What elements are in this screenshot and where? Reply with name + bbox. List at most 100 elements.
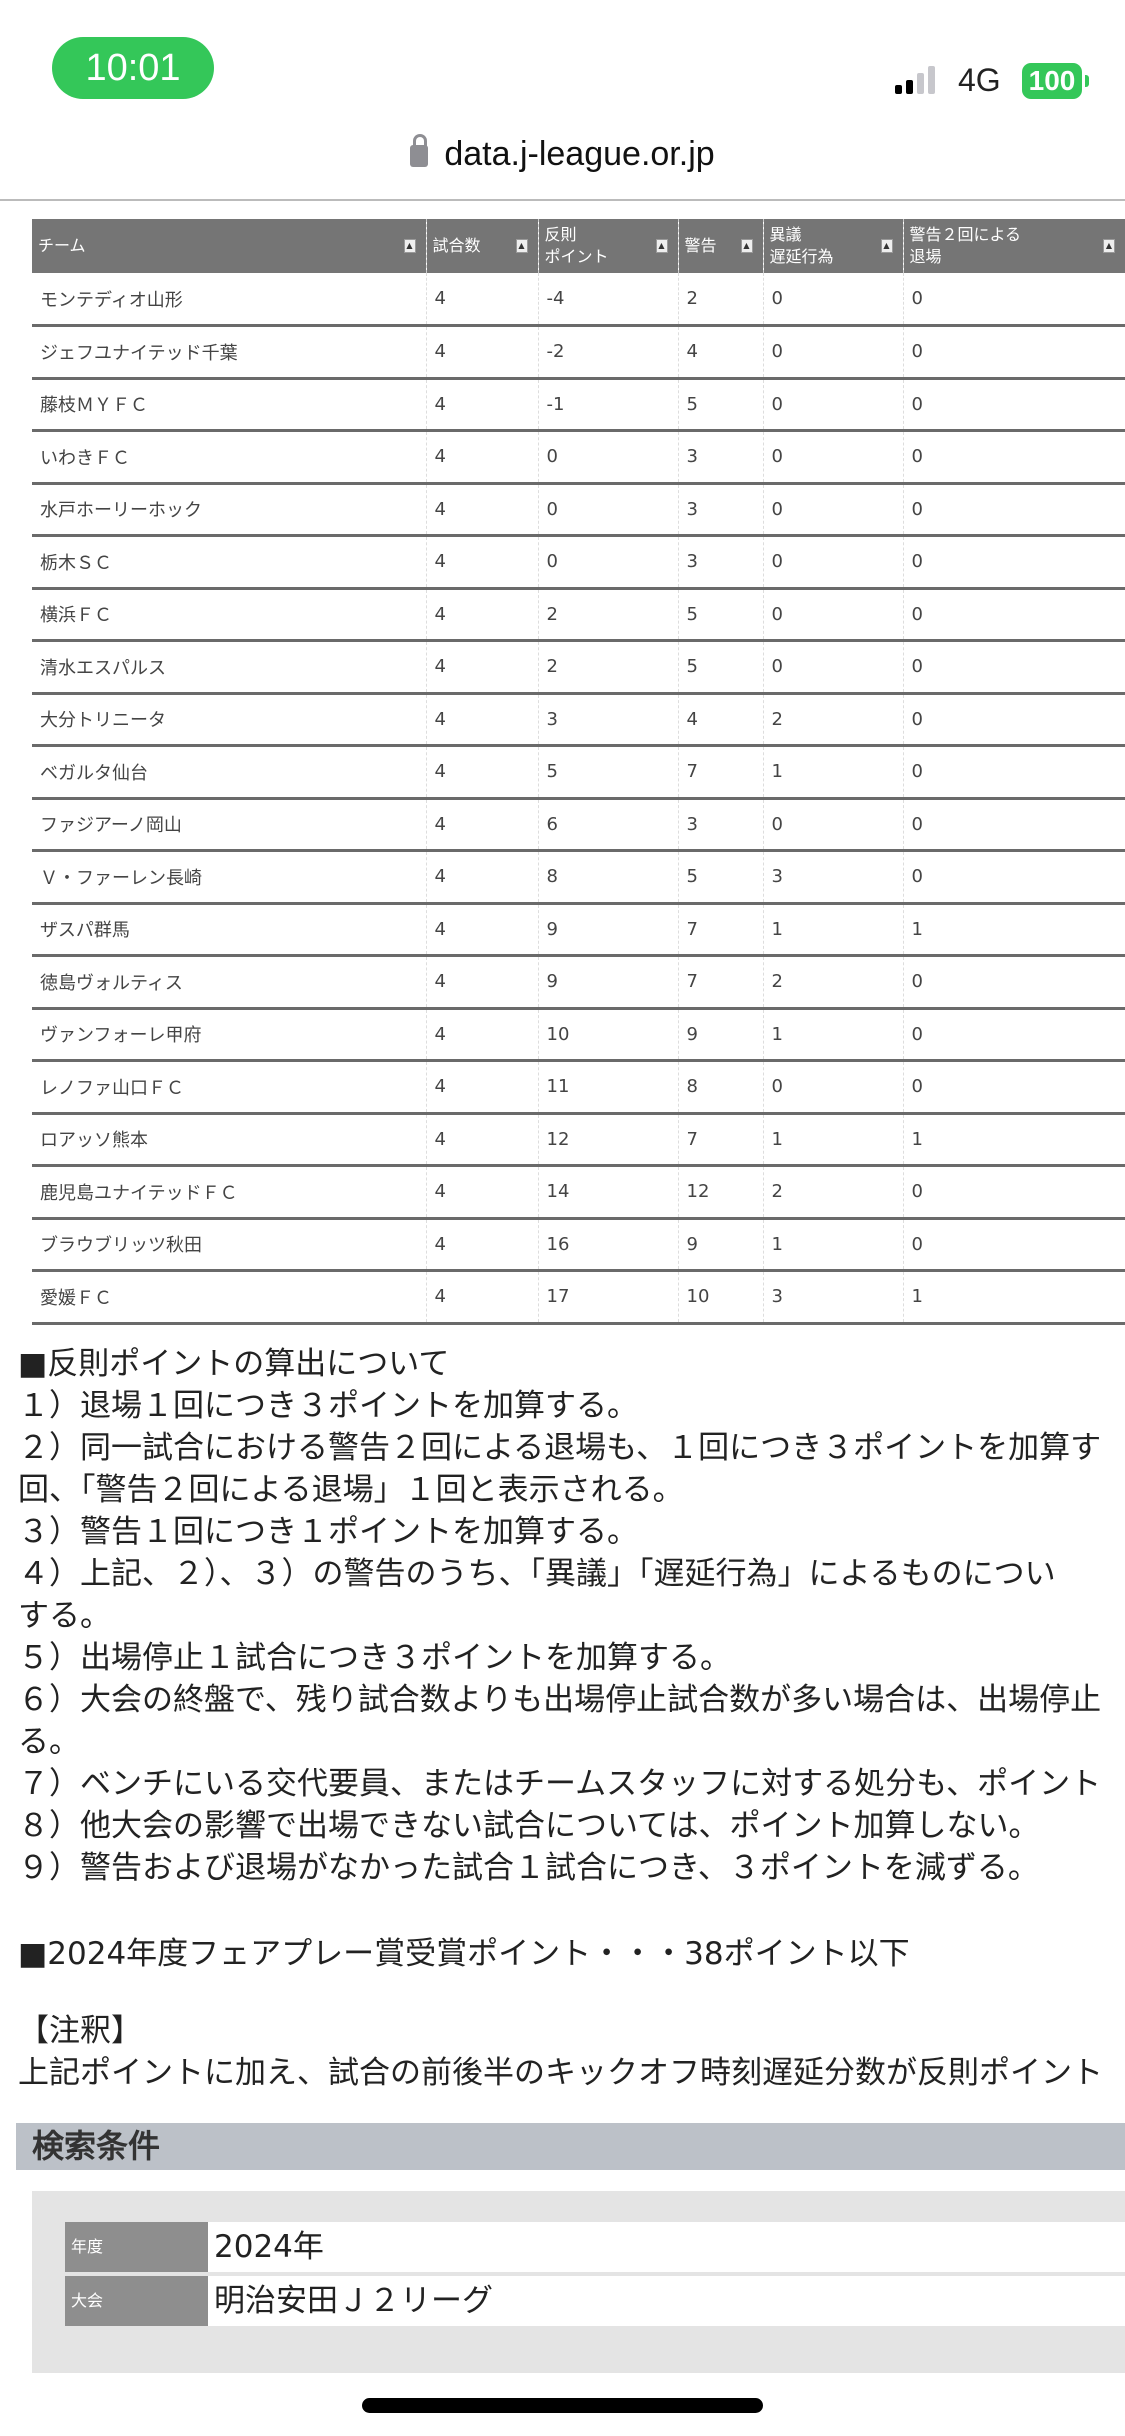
column-header-label: 反則 ポイント <box>544 225 609 266</box>
fairplay-table: チーム ▲ 試合数 ▲ 反則 ポイント ▲ 警告 ▲ 異議 遅延行為 ▲ 警告２回による 退場 ▲ モ… <box>32 219 1125 1325</box>
column-header-label: 試合数 <box>432 236 481 255</box>
team-name: 横浜ＦＣ <box>32 588 426 642</box>
table-cell: 9 <box>537 955 678 1010</box>
table-cell: -2 <box>537 325 678 380</box>
clock: 10:01 <box>52 37 214 99</box>
table-cell: 0 <box>902 483 1125 537</box>
column-header[interactable]: 試合数 ▲ <box>425 219 538 273</box>
table-cell: 4 <box>425 1060 538 1115</box>
table-row: ザスパ群馬 4 9 7 1 1 <box>32 903 1125 957</box>
table-cell: 0 <box>762 273 903 327</box>
table-cell: 3 <box>762 1270 903 1325</box>
table-row: 横浜ＦＣ 4 2 5 0 0 <box>32 588 1125 642</box>
table-cell: 0 <box>902 535 1125 590</box>
annotation: 【注釈】 上記ポイントに加え、試合の前後半のキックオフ時刻遅延分数が反則ポイント <box>18 2010 1103 2094</box>
table-cell: 0 <box>902 430 1125 485</box>
table-row: Ｖ・ファーレン長崎 4 8 5 3 0 <box>32 850 1125 905</box>
table-cell: 3 <box>762 850 903 905</box>
column-header-label: 警告 <box>684 236 717 255</box>
sort-icon[interactable]: ▲ <box>880 239 893 253</box>
table-row: 藤枝ＭＹＦＣ 4 -1 5 0 0 <box>32 378 1125 432</box>
team-name: ブラウブリッツ秋田 <box>32 1218 426 1272</box>
table-row: 徳島ヴォルティス 4 9 7 2 0 <box>32 955 1125 1010</box>
table-cell: 4 <box>425 1165 538 1220</box>
team-name: 鹿児島ユナイテッドＦＣ <box>32 1165 426 1220</box>
table-cell: 0 <box>902 640 1125 695</box>
table-cell: 12 <box>677 1165 763 1220</box>
table-cell: 0 <box>902 850 1125 905</box>
column-header-label: 警告２回による 退場 <box>909 225 1022 266</box>
table-cell: 5 <box>677 378 763 432</box>
table-cell: 5 <box>677 588 763 642</box>
table-cell: 4 <box>425 535 538 590</box>
table-cell: 1 <box>762 745 903 800</box>
table-row: ヴァンフォーレ甲府 4 10 9 1 0 <box>32 1008 1125 1062</box>
table-cell: 0 <box>762 1060 903 1115</box>
sort-icon[interactable]: ▲ <box>1103 239 1115 253</box>
team-name: レノファ山口ＦＣ <box>32 1060 426 1115</box>
sort-icon[interactable]: ▲ <box>403 239 416 253</box>
sort-icon[interactable]: ▲ <box>515 239 528 253</box>
table-cell: 0 <box>902 693 1125 747</box>
table-cell: 6 <box>537 798 678 852</box>
table-cell: 1 <box>762 903 903 957</box>
column-header[interactable]: 警告 ▲ <box>677 219 763 273</box>
table-cell: 4 <box>677 325 763 380</box>
search-conditions: 年度 2024年 大会 明治安田Ｊ２リーグ <box>32 2191 1125 2373</box>
column-header-label: 異議 遅延行為 <box>769 225 834 266</box>
sort-icon[interactable]: ▲ <box>655 239 668 253</box>
sort-icon[interactable]: ▲ <box>740 239 753 253</box>
table-cell: 16 <box>537 1218 678 1272</box>
table-cell: 4 <box>425 483 538 537</box>
table-cell: 0 <box>902 1060 1125 1115</box>
point-rules: ■反則ポイントの算出について １）退場１回につき３ポイントを加算する。 ２）同一試合… <box>18 1343 1101 1889</box>
table-cell: 10 <box>677 1270 763 1325</box>
column-header[interactable]: 警告２回による 退場 ▲ <box>902 219 1125 273</box>
team-name: ザスパ群馬 <box>32 903 426 957</box>
column-header[interactable]: チーム ▲ <box>32 219 426 273</box>
home-indicator[interactable] <box>362 2398 763 2413</box>
table-cell: 0 <box>902 325 1125 380</box>
condition-competition: 大会 明治安田Ｊ２リーグ <box>65 2276 1125 2326</box>
table-cell: 1 <box>902 1113 1125 1167</box>
table-cell: 4 <box>425 1113 538 1167</box>
table-cell: 0 <box>762 430 903 485</box>
table-cell: 4 <box>425 850 538 905</box>
address-bar[interactable]: data.j-league.or.jp <box>0 134 1125 174</box>
table-cell: 0 <box>762 378 903 432</box>
table-cell: 9 <box>537 903 678 957</box>
table-cell: 4 <box>425 693 538 747</box>
table-cell: 0 <box>902 378 1125 432</box>
team-name: 栃木ＳＣ <box>32 535 426 590</box>
table-cell: 4 <box>425 903 538 957</box>
table-row: 大分トリニータ 4 3 4 2 0 <box>32 693 1125 747</box>
table-cell: 0 <box>762 483 903 537</box>
column-header[interactable]: 反則 ポイント ▲ <box>537 219 678 273</box>
table-cell: 2 <box>762 955 903 1010</box>
team-name: 愛媛ＦＣ <box>32 1270 426 1325</box>
table-cell: 5 <box>677 850 763 905</box>
lock-icon <box>410 134 429 167</box>
column-header[interactable]: 異議 遅延行為 ▲ <box>762 219 903 273</box>
table-row: 栃木ＳＣ 4 0 3 0 0 <box>32 535 1125 590</box>
condition-label: 年度 <box>65 2222 208 2272</box>
table-cell: 14 <box>537 1165 678 1220</box>
table-row: モンテディオ山形 4 -4 2 0 0 <box>32 273 1125 327</box>
fairplay-threshold: ■2024年度フェアプレー賞受賞ポイント・・・38ポイント以下 <box>18 1936 910 1972</box>
rule-line: 回、「警告２回による退場」１回と表示される。 <box>18 1472 684 1508</box>
table-cell: 7 <box>677 1113 763 1167</box>
table-cell: 4 <box>425 798 538 852</box>
table-cell: 1 <box>762 1218 903 1272</box>
table-row: ベガルタ仙台 4 5 7 1 0 <box>32 745 1125 800</box>
table-cell: 4 <box>677 693 763 747</box>
table-cell: 10 <box>537 1008 678 1062</box>
table-cell: 0 <box>902 798 1125 852</box>
rule-line: １）退場１回につき３ポイントを加算する。 <box>18 1388 638 1424</box>
table-row: ブラウブリッツ秋田 4 16 9 1 0 <box>32 1218 1125 1272</box>
annotation-text: 上記ポイントに加え、試合の前後半のキックオフ時刻遅延分数が反則ポイント <box>18 2055 1103 2091</box>
table-row: レノファ山口ＦＣ 4 11 8 0 0 <box>32 1060 1125 1115</box>
url-text: data.j-league.or.jp <box>444 135 715 173</box>
table-cell: 0 <box>762 588 903 642</box>
table-cell: 1 <box>762 1008 903 1062</box>
divider <box>0 199 1125 201</box>
